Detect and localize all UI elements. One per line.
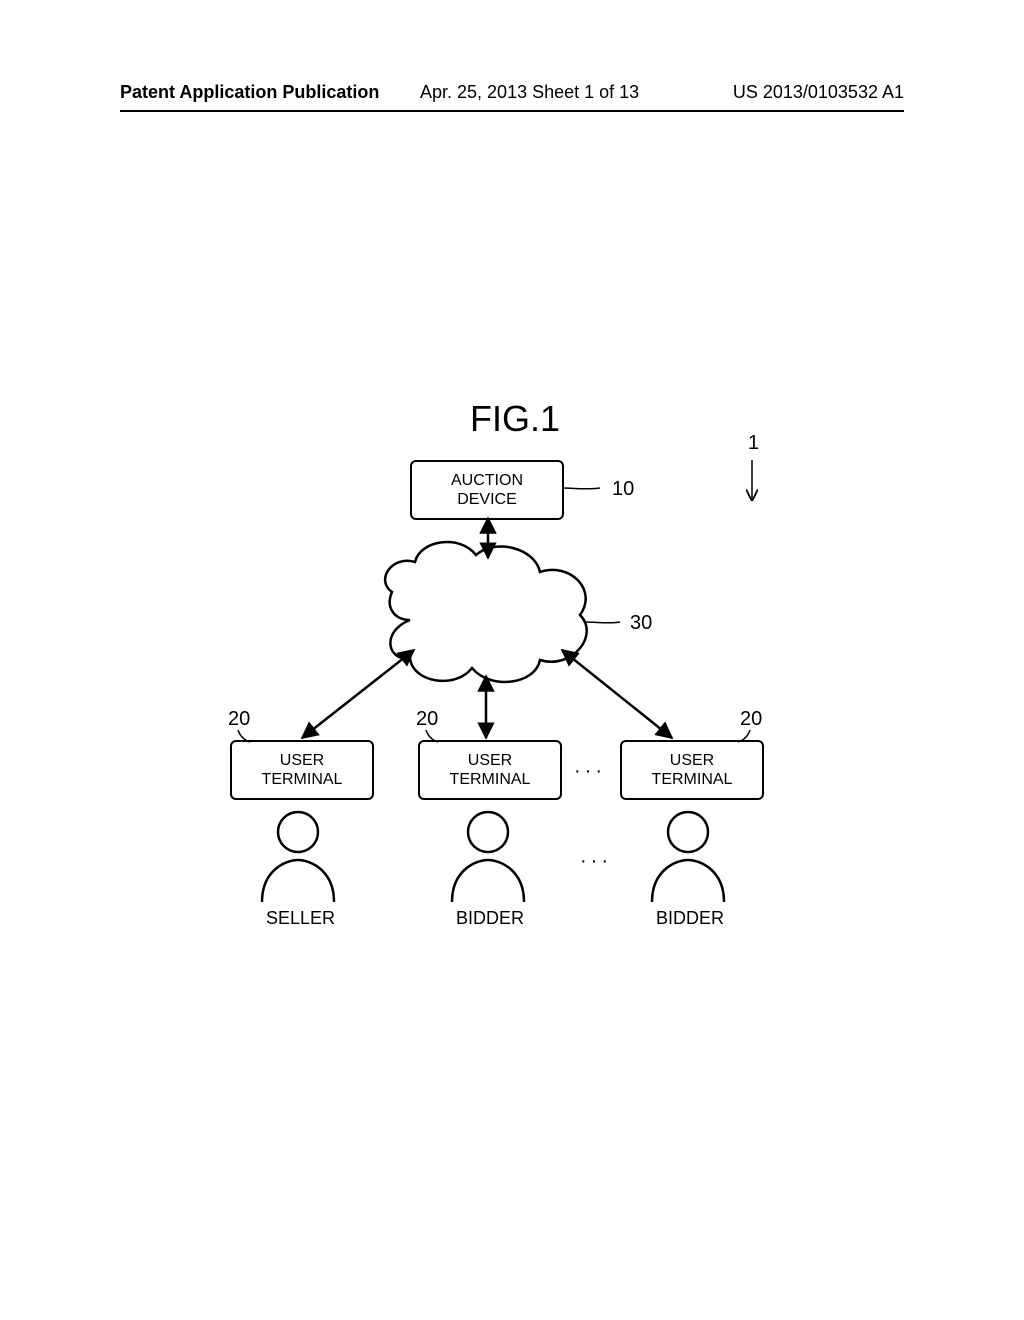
header-center: Apr. 25, 2013 Sheet 1 of 13 xyxy=(420,82,639,103)
ref-network-30: 30 xyxy=(630,612,652,635)
person-bidder1-icon xyxy=(452,812,524,902)
arrow-network-t3 xyxy=(562,650,672,738)
ellipsis-persons: ··· xyxy=(580,850,612,873)
user-terminal-box-2: USER TERMINAL xyxy=(418,740,562,800)
header-right: US 2013/0103532 A1 xyxy=(733,82,904,103)
terminal-1-label2: TERMINAL xyxy=(262,770,343,789)
role-bidder-2: BIDDER xyxy=(656,908,724,929)
person-bidder2-icon xyxy=(652,812,724,902)
auction-device-label2: DEVICE xyxy=(457,490,517,509)
auction-device-box: AUCTION DEVICE xyxy=(410,460,564,520)
lead-10 xyxy=(562,488,600,489)
lead-30 xyxy=(584,622,620,623)
ref-auction-10: 10 xyxy=(612,478,634,501)
network-label: NETWORK xyxy=(452,610,534,628)
role-bidder-1: BIDDER xyxy=(456,908,524,929)
ref-terminal-1-20: 20 xyxy=(228,708,250,731)
person-seller-icon xyxy=(262,812,334,902)
page: Patent Application Publication Apr. 25, … xyxy=(0,0,1024,1320)
ref-terminal-2-20: 20 xyxy=(416,708,438,731)
ref-terminal-3-20: 20 xyxy=(740,708,762,731)
terminal-3-label1: USER xyxy=(670,751,714,770)
header-rule xyxy=(120,110,904,112)
terminal-2-label1: USER xyxy=(468,751,512,770)
terminal-2-label2: TERMINAL xyxy=(450,770,531,789)
header-left: Patent Application Publication xyxy=(120,82,379,103)
diagram-svg xyxy=(0,0,1024,1320)
user-terminal-box-1: USER TERMINAL xyxy=(230,740,374,800)
terminal-3-label2: TERMINAL xyxy=(652,770,733,789)
ellipsis-terminals: ··· xyxy=(574,760,606,783)
auction-device-label1: AUCTION xyxy=(451,471,523,490)
figure-title: FIG.1 xyxy=(470,398,560,440)
user-terminal-box-3: USER TERMINAL xyxy=(620,740,764,800)
role-seller: SELLER xyxy=(266,908,335,929)
terminal-1-label1: USER xyxy=(280,751,324,770)
arrow-network-t1 xyxy=(302,650,414,738)
ref-system-1: 1 xyxy=(748,432,759,455)
